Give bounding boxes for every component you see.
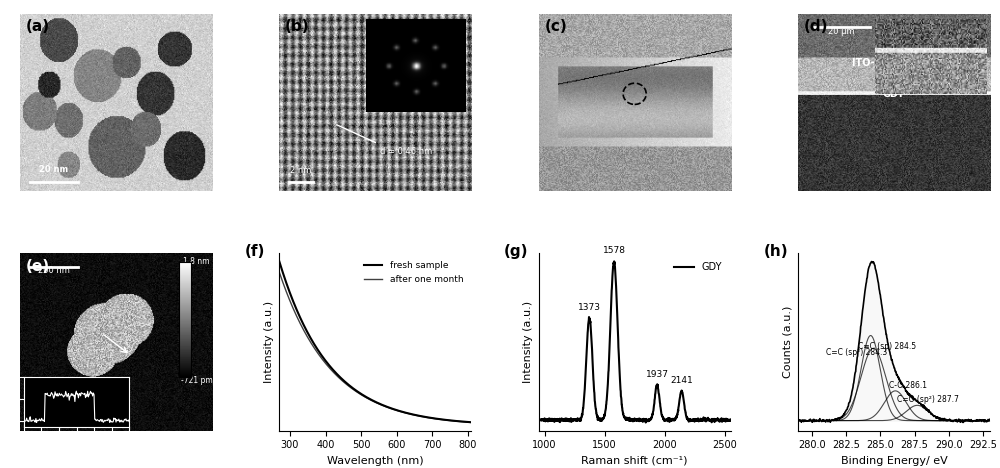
- Text: 200 nm: 200 nm: [38, 266, 70, 275]
- GDY: [533, 417, 545, 422]
- Text: (e): (e): [26, 259, 50, 274]
- Y-axis label: Intensity (a.u.): Intensity (a.u.): [523, 301, 533, 383]
- Y-axis label: Intensity (a.u.): Intensity (a.u.): [264, 301, 274, 383]
- Text: (h): (h): [763, 244, 788, 259]
- after one month: [273, 270, 285, 275]
- fresh sample: [365, 396, 377, 402]
- Text: 20 nm: 20 nm: [39, 165, 68, 174]
- GDY: [610, 292, 622, 298]
- after one month: [365, 397, 377, 403]
- fresh sample: [273, 258, 285, 264]
- Text: (f): (f): [245, 244, 265, 259]
- Text: 20 μm: 20 μm: [828, 27, 854, 36]
- Text: d = 0.46 nm: d = 0.46 nm: [380, 147, 432, 156]
- after one month: [465, 420, 477, 425]
- Text: -721 pm: -721 pm: [181, 376, 213, 385]
- Legend: fresh sample, after one month: fresh sample, after one month: [361, 258, 467, 287]
- after one month: [366, 398, 378, 403]
- Text: C=C (sp²) 284.3: C=C (sp²) 284.3: [826, 348, 888, 357]
- GDY: [686, 417, 698, 423]
- after one month: [461, 419, 473, 425]
- fresh sample: [377, 402, 389, 408]
- Text: 2 nm: 2 nm: [290, 166, 311, 176]
- Text: GDY: GDY: [883, 89, 905, 99]
- Text: C≡C (sp) 284.5: C≡C (sp) 284.5: [858, 342, 916, 351]
- Text: (c): (c): [544, 19, 567, 34]
- Line: fresh sample: fresh sample: [279, 261, 471, 422]
- Legend: GDY: GDY: [670, 258, 726, 276]
- after one month: [377, 403, 389, 409]
- Text: 1937: 1937: [646, 370, 669, 379]
- after one month: [388, 407, 400, 412]
- Text: C=O (sp²) 287.7: C=O (sp²) 287.7: [897, 395, 959, 403]
- fresh sample: [465, 419, 477, 425]
- Text: 1.8 nm: 1.8 nm: [183, 257, 210, 266]
- Y-axis label: Counts (a.u.): Counts (a.u.): [782, 306, 792, 378]
- GDY: [608, 258, 620, 264]
- fresh sample: [388, 406, 400, 412]
- Text: (g): (g): [504, 244, 529, 259]
- Text: ITO-coated PET: ITO-coated PET: [852, 58, 936, 68]
- Line: GDY: GDY: [539, 261, 731, 423]
- fresh sample: [461, 419, 473, 424]
- Text: C-O 286.1: C-O 286.1: [889, 381, 927, 390]
- Text: 1373: 1373: [578, 303, 601, 312]
- after one month: [431, 416, 443, 422]
- X-axis label: Binding Energy/ eV: Binding Energy/ eV: [841, 456, 947, 466]
- GDY: [640, 420, 652, 425]
- Text: (b): (b): [285, 19, 310, 34]
- X-axis label: Wavelength (nm): Wavelength (nm): [327, 456, 424, 466]
- GDY: [552, 417, 564, 422]
- Text: (d): (d): [804, 19, 828, 34]
- GDY: [683, 419, 695, 424]
- fresh sample: [431, 416, 443, 422]
- X-axis label: Raman shift (cm⁻¹): Raman shift (cm⁻¹): [581, 456, 688, 466]
- Text: 1578: 1578: [603, 246, 626, 256]
- fresh sample: [366, 397, 378, 403]
- Line: after one month: after one month: [279, 272, 471, 423]
- GDY: [665, 417, 677, 423]
- Text: (a): (a): [26, 19, 50, 34]
- GDY: [617, 412, 629, 418]
- Text: 2141: 2141: [670, 376, 693, 385]
- GDY: [725, 417, 737, 423]
- Text: d = 1.2 nm: d = 1.2 nm: [49, 384, 108, 394]
